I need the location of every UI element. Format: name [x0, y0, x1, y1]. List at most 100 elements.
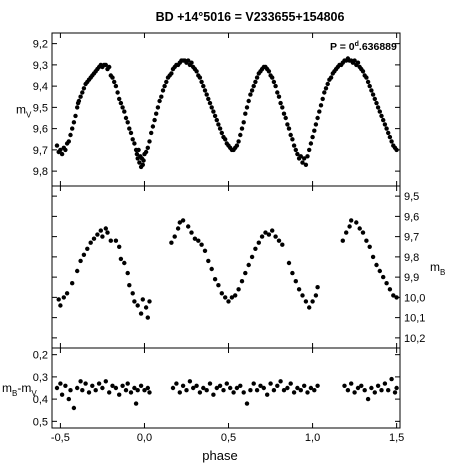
data-point: [157, 98, 162, 104]
y-axis-label-base: m: [2, 381, 12, 395]
data-point: [147, 139, 152, 144]
data-point: [231, 390, 236, 395]
data-point: [137, 160, 142, 165]
panel-v: 9,2 9,3 9,4 9,5 9,6 9,7 9,8 mV: [16, 32, 401, 187]
data-point: [253, 246, 258, 251]
data-point: [207, 100, 213, 106]
data-point: [261, 385, 266, 391]
data-point: [159, 94, 164, 99]
data-point: [189, 60, 194, 65]
data-point: [238, 383, 243, 388]
plot-area: 9,29,39,49,59,69,79,8mV9,59,69,79,89,910…: [2, 32, 445, 444]
data-point: [187, 379, 193, 384]
data-point: [394, 295, 399, 300]
data-point: [186, 224, 191, 229]
data-point: [219, 291, 224, 296]
data-point: [177, 220, 182, 225]
data-point: [280, 105, 285, 110]
data-point: [313, 293, 319, 298]
data-point: [180, 218, 186, 223]
data-point: [364, 238, 369, 243]
y-tick-label: 0,2: [33, 350, 48, 362]
data-point: [202, 248, 208, 253]
data-point: [56, 297, 61, 302]
data-point: [285, 385, 290, 391]
data-point: [389, 376, 394, 382]
data-point: [136, 147, 141, 153]
data-point: [271, 388, 277, 393]
data-point: [223, 295, 228, 300]
data-point: [96, 381, 102, 386]
data-point: [357, 226, 362, 231]
data-point: [80, 90, 85, 95]
data-point: [288, 381, 293, 386]
data-point: [259, 234, 265, 239]
panel-frame: [51, 185, 401, 349]
data-point: [300, 160, 305, 165]
data-point: [140, 297, 145, 302]
data-point: [365, 396, 371, 402]
data-point: [328, 75, 334, 80]
data-point: [152, 117, 157, 123]
y-axis-label-base: m: [16, 103, 26, 117]
data-point: [145, 145, 150, 150]
data-point: [295, 151, 300, 157]
data-point: [246, 98, 251, 104]
data-point: [280, 242, 285, 247]
data-point: [172, 234, 177, 239]
data-point: [196, 238, 201, 243]
data-point: [305, 390, 310, 395]
data-point: [191, 385, 196, 391]
data-point: [344, 230, 349, 235]
data-point: [355, 60, 361, 65]
data-point: [100, 234, 105, 239]
data-point: [249, 88, 255, 93]
data-point: [204, 388, 209, 393]
data-point: [381, 117, 386, 123]
y-tick-label: 9,5: [33, 102, 48, 114]
data-point: [199, 242, 204, 247]
data-point: [164, 79, 169, 85]
data-point: [254, 388, 260, 393]
data-point: [362, 388, 367, 393]
data-point: [117, 244, 122, 249]
data-point: [291, 390, 297, 395]
y-axis-label-sub: B: [12, 389, 17, 398]
data-point: [307, 305, 312, 310]
data-point: [143, 149, 149, 155]
data-point: [147, 390, 152, 395]
data-point: [78, 258, 83, 264]
data-point: [290, 137, 295, 142]
data-point: [354, 220, 359, 225]
data-point: [276, 94, 282, 99]
data-point: [310, 299, 315, 304]
data-point: [59, 392, 65, 397]
panel-frame: [51, 347, 401, 429]
data-point: [377, 109, 382, 114]
data-point: [369, 385, 374, 391]
data-point: [239, 126, 245, 131]
data-point: [85, 246, 90, 251]
data-point: [253, 79, 258, 85]
x-axis-label: phase: [202, 448, 237, 463]
data-point: [290, 270, 295, 276]
data-point: [379, 113, 384, 119]
data-point: [123, 388, 129, 393]
data-point: [308, 385, 314, 391]
data-point: [86, 390, 92, 395]
data-point: [382, 122, 388, 127]
data-point: [216, 283, 221, 288]
data-point: [273, 234, 278, 239]
data-point: [293, 147, 298, 153]
data-point: [251, 381, 256, 386]
data-point: [251, 83, 256, 89]
data-point: [263, 230, 268, 235]
data-point: [134, 151, 140, 157]
data-point: [192, 236, 198, 241]
data-point: [209, 105, 214, 110]
data-point: [229, 295, 235, 300]
data-point: [113, 83, 119, 89]
data-point: [283, 115, 288, 121]
data-point: [214, 117, 219, 123]
